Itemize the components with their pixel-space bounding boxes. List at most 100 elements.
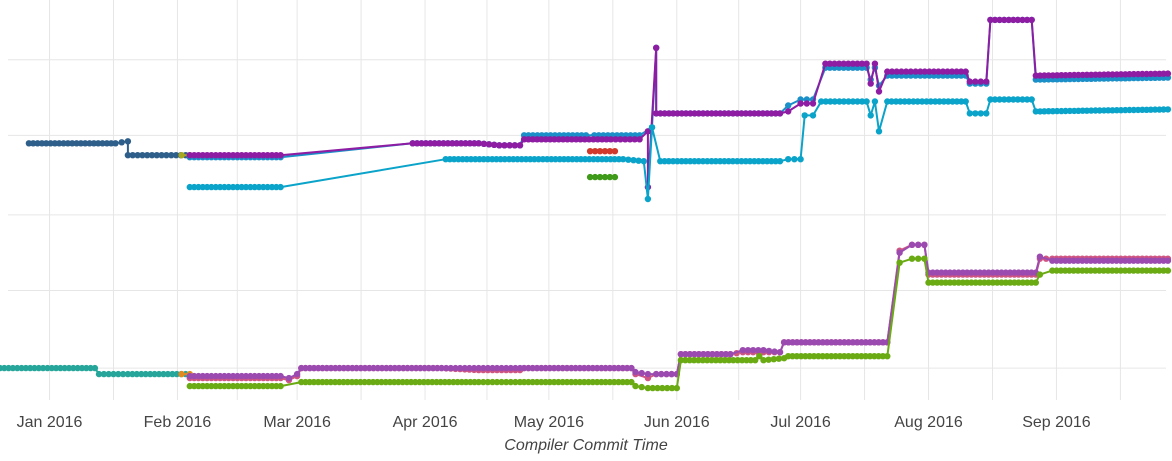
data-point[interactable] — [485, 141, 493, 148]
data-point[interactable] — [738, 357, 746, 364]
data-point[interactable] — [801, 112, 808, 119]
data-point[interactable] — [506, 142, 513, 149]
data-point[interactable] — [590, 136, 597, 143]
data-point[interactable] — [908, 241, 916, 248]
data-point[interactable] — [673, 384, 680, 392]
data-point[interactable] — [785, 102, 792, 109]
data-point[interactable] — [133, 370, 140, 378]
data-point[interactable] — [151, 370, 158, 378]
data-point[interactable] — [1032, 279, 1040, 286]
data-point[interactable] — [225, 372, 232, 380]
data-point[interactable] — [734, 357, 741, 364]
data-point[interactable] — [921, 241, 928, 248]
data-point[interactable] — [475, 364, 482, 372]
data-point[interactable] — [1005, 96, 1012, 103]
data-point[interactable] — [636, 136, 643, 143]
data-point[interactable] — [962, 68, 969, 75]
data-point[interactable] — [888, 68, 896, 75]
data-point[interactable] — [654, 384, 661, 392]
data-point[interactable] — [225, 152, 232, 159]
data-point[interactable] — [1010, 16, 1017, 24]
data-point[interactable] — [840, 98, 848, 105]
data-point[interactable] — [918, 98, 926, 105]
data-point[interactable] — [644, 370, 652, 378]
data-point[interactable] — [648, 124, 656, 131]
data-point[interactable] — [1023, 16, 1031, 24]
data-point[interactable] — [470, 364, 478, 372]
data-point[interactable] — [169, 370, 176, 378]
data-point[interactable] — [164, 370, 172, 378]
data-point[interactable] — [858, 98, 866, 105]
data-point[interactable] — [1028, 16, 1035, 24]
data-point[interactable] — [1164, 106, 1172, 113]
data-point[interactable] — [803, 100, 810, 107]
data-point[interactable] — [704, 351, 712, 358]
data-point[interactable] — [765, 347, 773, 355]
data-point[interactable] — [461, 364, 468, 372]
data-point[interactable] — [776, 349, 784, 356]
data-point[interactable] — [493, 364, 501, 372]
data-point[interactable] — [760, 357, 767, 364]
data-point[interactable] — [898, 68, 905, 75]
data-point[interactable] — [709, 351, 716, 358]
data-point[interactable] — [70, 364, 77, 372]
data-point[interactable] — [659, 384, 666, 392]
data-point[interactable] — [1014, 96, 1022, 103]
data-point[interactable] — [484, 364, 492, 372]
data-point[interactable] — [962, 98, 969, 105]
data-point[interactable] — [99, 140, 106, 147]
data-point[interactable] — [516, 142, 524, 149]
data-point[interactable] — [484, 378, 492, 386]
data-point[interactable] — [713, 351, 721, 358]
data-point[interactable] — [619, 156, 627, 163]
data-point[interactable] — [987, 16, 994, 24]
data-point[interactable] — [525, 136, 532, 143]
data-point[interactable] — [138, 370, 145, 378]
data-point[interactable] — [966, 78, 973, 85]
data-point[interactable] — [607, 136, 614, 143]
data-point[interactable] — [498, 364, 505, 372]
data-point[interactable] — [691, 351, 698, 358]
data-point[interactable] — [996, 16, 1003, 24]
data-point[interactable] — [631, 136, 638, 143]
data-point[interactable] — [635, 157, 642, 164]
data-point[interactable] — [498, 378, 505, 386]
data-point[interactable] — [831, 60, 838, 67]
data-point[interactable] — [444, 140, 452, 147]
data-point[interactable] — [438, 364, 445, 372]
data-point[interactable] — [427, 140, 434, 147]
data-point[interactable] — [791, 156, 798, 163]
data-point[interactable] — [591, 173, 599, 181]
data-point[interactable] — [452, 364, 459, 372]
data-point[interactable] — [440, 140, 447, 147]
data-point[interactable] — [945, 98, 952, 105]
data-point[interactable] — [489, 378, 496, 386]
data-point[interactable] — [186, 183, 193, 191]
data-point[interactable] — [457, 140, 465, 147]
data-point[interactable] — [972, 110, 979, 117]
data-point[interactable] — [586, 173, 594, 181]
data-point[interactable] — [172, 152, 180, 159]
data-point[interactable] — [242, 152, 250, 159]
data-point[interactable] — [501, 142, 508, 149]
data-point[interactable] — [957, 68, 965, 75]
data-point[interactable] — [435, 140, 443, 147]
data-point[interactable] — [456, 364, 464, 372]
data-point[interactable] — [668, 370, 675, 378]
data-point[interactable] — [749, 347, 757, 354]
data-point[interactable] — [168, 152, 175, 159]
data-point[interactable] — [884, 68, 891, 75]
data-point[interactable] — [112, 140, 119, 147]
data-point[interactable] — [124, 370, 132, 378]
data-point[interactable] — [491, 141, 498, 148]
data-point[interactable] — [695, 357, 702, 364]
data-point[interactable] — [471, 140, 478, 147]
data-point[interactable] — [987, 96, 994, 103]
data-point[interactable] — [496, 142, 503, 149]
data-point[interactable] — [907, 68, 914, 75]
data-point[interactable] — [1001, 16, 1008, 24]
data-point[interactable] — [744, 347, 752, 354]
data-point[interactable] — [797, 156, 804, 163]
data-point[interactable] — [664, 384, 671, 392]
data-point[interactable] — [915, 255, 922, 262]
